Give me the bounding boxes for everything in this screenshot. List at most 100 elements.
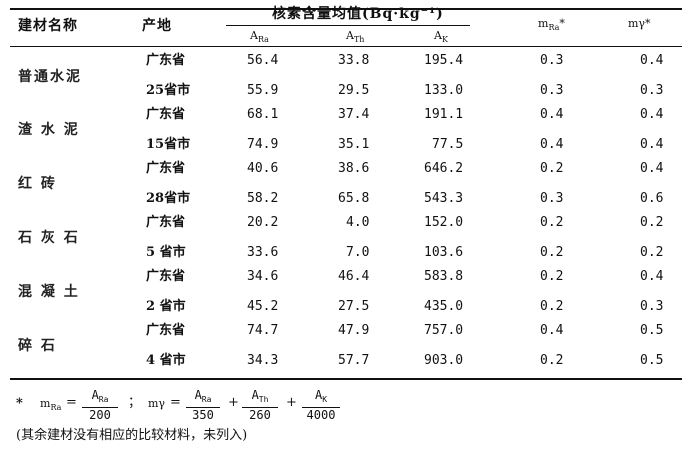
cell-mgamma: 0.3 — [640, 299, 664, 314]
cell-ara: 33.6 — [247, 245, 279, 260]
cell-mra: 0.3 — [540, 53, 564, 68]
cell-mgamma: 0.4 — [640, 53, 664, 68]
cell-ath: 35.1 — [338, 137, 370, 152]
cell-ara: 74.7 — [247, 323, 279, 338]
cell-ak: 77.5 — [432, 137, 464, 152]
cell-ath: 37.4 — [338, 107, 370, 122]
material-name: 普通水泥 — [18, 69, 82, 85]
cell-mra: 0.3 — [540, 83, 564, 98]
cell-ara: 58.2 — [247, 191, 279, 206]
cell-ak: 757.0 — [424, 323, 464, 338]
cell-origin: 5 省市 — [146, 245, 186, 260]
cell-ak: 133.0 — [424, 83, 464, 98]
footnote-equals: = — [170, 395, 181, 410]
cell-origin: 2 省市 — [146, 299, 186, 314]
cell-ak: 103.6 — [424, 245, 464, 260]
footnote-mgamma-label: mγ — [148, 397, 166, 410]
cell-ara: 45.2 — [247, 299, 279, 314]
cell-origin: 28省市 — [146, 191, 191, 206]
cell-mra: 0.4 — [540, 107, 564, 122]
header-ak: AK — [434, 29, 448, 44]
cell-origin: 广东省 — [146, 53, 186, 68]
header-nuclide-group: 核素含量均值(Bq·kg⁻¹) — [272, 6, 444, 22]
cell-ak: 583.8 — [424, 269, 464, 284]
cell-origin: 广东省 — [146, 215, 186, 230]
cell-mgamma: 0.6 — [640, 191, 664, 206]
cell-ak: 543.3 — [424, 191, 464, 206]
cell-origin: 广东省 — [146, 323, 186, 338]
cell-mgamma: 0.2 — [640, 215, 664, 230]
cell-mra: 0.2 — [540, 215, 564, 230]
header-ath: ATh — [346, 29, 365, 44]
cell-ara: 55.9 — [247, 83, 279, 98]
cell-origin: 广东省 — [146, 269, 186, 284]
cell-ara: 40.6 — [247, 161, 279, 176]
material-name: 碎 石 — [18, 338, 57, 354]
cell-ath: 27.5 — [338, 299, 370, 314]
cell-ak: 646.2 — [424, 161, 464, 176]
fraction-ara-350: ARa 350 — [186, 388, 220, 423]
material-name: 渣 水 泥 — [18, 122, 80, 138]
cell-ath: 57.7 — [338, 353, 370, 368]
header-mgamma: mγ* — [628, 17, 651, 30]
cell-mgamma: 0.5 — [640, 323, 664, 338]
footnote-mra-label: mRa — [40, 397, 62, 412]
cell-origin: 25省市 — [146, 83, 191, 98]
header-group-underline — [226, 25, 470, 26]
table-bottom-rule — [10, 378, 682, 380]
header-origin: 产地 — [142, 18, 172, 34]
material-name: 混 凝 土 — [18, 284, 80, 300]
cell-ak: 195.4 — [424, 53, 464, 68]
footnote-equals: = — [66, 395, 77, 410]
footnote-plus: + — [286, 395, 297, 410]
material-name: 石 灰 石 — [18, 230, 80, 246]
cell-mgamma: 0.4 — [640, 137, 664, 152]
cell-origin: 15省市 — [146, 137, 191, 152]
cell-ath: 47.9 — [338, 323, 370, 338]
cell-origin: 4 省市 — [146, 353, 186, 368]
cell-mgamma: 0.4 — [640, 161, 664, 176]
footnote-note: (其余建材没有相应的比较材料，未列入) — [16, 428, 248, 443]
fraction-ara-200: ARa 200 — [82, 388, 118, 423]
cell-mra: 0.2 — [540, 161, 564, 176]
cell-ak: 191.1 — [424, 107, 464, 122]
cell-ak: 903.0 — [424, 353, 464, 368]
cell-mra: 0.2 — [540, 245, 564, 260]
header-material: 建材名称 — [18, 18, 78, 34]
cell-ara: 34.3 — [247, 353, 279, 368]
cell-origin: 广东省 — [146, 107, 186, 122]
cell-ara: 56.4 — [247, 53, 279, 68]
cell-mgamma: 0.4 — [640, 107, 664, 122]
cell-ath: 33.8 — [338, 53, 370, 68]
material-name: 红 砖 — [18, 176, 57, 192]
cell-ara: 74.9 — [247, 137, 279, 152]
table-top-rule — [10, 8, 682, 10]
table-header-rule — [10, 46, 682, 47]
cell-ath: 65.8 — [338, 191, 370, 206]
cell-mra: 0.2 — [540, 353, 564, 368]
cell-ak: 152.0 — [424, 215, 464, 230]
cell-ak: 435.0 — [424, 299, 464, 314]
footnote-star: * — [16, 396, 23, 411]
cell-mgamma: 0.4 — [640, 269, 664, 284]
cell-mra: 0.4 — [540, 137, 564, 152]
cell-ath: 38.6 — [338, 161, 370, 176]
header-mra: mRa* — [538, 17, 565, 32]
footnote-plus: + — [228, 395, 239, 410]
cell-mgamma: 0.2 — [640, 245, 664, 260]
fraction-ath-260: ATh 260 — [242, 388, 278, 423]
cell-ath: 7.0 — [346, 245, 370, 260]
cell-mra: 0.2 — [540, 269, 564, 284]
cell-mgamma: 0.5 — [640, 353, 664, 368]
cell-ath: 4.0 — [346, 215, 370, 230]
cell-ath: 46.4 — [338, 269, 370, 284]
cell-mra: 0.4 — [540, 323, 564, 338]
header-ara: ARa — [250, 29, 269, 44]
cell-mra: 0.3 — [540, 191, 564, 206]
cell-mgamma: 0.3 — [640, 83, 664, 98]
cell-ara: 34.6 — [247, 269, 279, 284]
footnote-separator: ； — [128, 395, 142, 410]
cell-ara: 68.1 — [247, 107, 279, 122]
cell-ath: 29.5 — [338, 83, 370, 98]
